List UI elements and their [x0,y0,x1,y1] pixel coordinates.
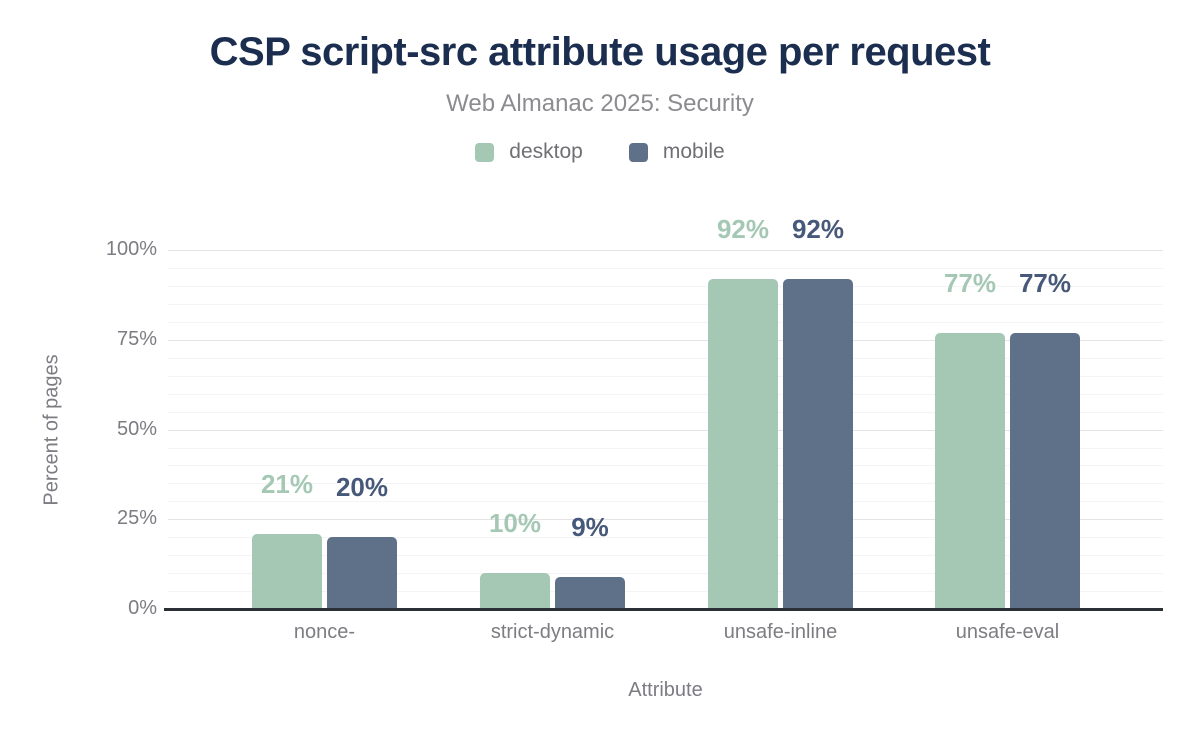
legend-swatch-mobile [628,142,648,162]
data-label-desktop-nonce-: 21% [260,469,314,499]
legend-item-mobile[interactable]: mobile [628,140,725,164]
minor-gridline [168,267,1163,269]
y-tick-label: 100% [105,238,157,260]
bar-mobile-nonce-[interactable] [327,537,397,609]
data-label-desktop-unsafe-inline: 92% [716,214,770,244]
bar-desktop-unsafe-inline[interactable] [708,279,778,609]
minor-gridline [168,591,1163,593]
plot-area: 21% 20% nonce- 10% 9% strict-dynamic 92% 92% uns… [164,214,1163,643]
legend: desktop mobile [0,140,1200,164]
minor-gridline [168,501,1163,503]
legend-label: mobile [662,140,725,163]
bar-mobile-strict-dynamic[interactable] [555,577,625,609]
minor-gridline [168,555,1163,557]
bar-group-nonce-: 21% 20% [252,250,397,609]
category-label-strict-dynamic: strict-dynamic [490,621,615,643]
bar-desktop-unsafe-eval[interactable] [935,333,1005,609]
minor-gridline [168,465,1163,467]
minor-gridline [168,303,1163,305]
category-label-nonce-: nonce- [293,621,356,643]
minor-gridline [168,447,1163,449]
bar-group-unsafe-inline: 92% 92% [708,214,853,609]
bar-desktop-nonce-[interactable] [252,534,322,609]
data-label-mobile-nonce-: 20% [335,472,389,502]
y-tick-label: 75% [116,327,157,350]
y-tick-label: 50% [116,417,157,440]
minor-gridline [168,483,1163,485]
category-label-unsafe-inline: unsafe-inline [723,621,838,643]
chart-title: CSP script-src attribute usage per reque… [209,30,991,74]
data-label-desktop-unsafe-eval: 77% [943,268,997,298]
legend-label: desktop [509,140,583,163]
bar-mobile-unsafe-inline[interactable] [783,279,853,609]
category-label-unsafe-eval: unsafe-eval [955,621,1060,643]
chart-subtitle: Web Almanac 2025: Security [446,90,754,117]
minor-gridline [168,393,1163,395]
minor-gridline [168,321,1163,323]
major-gridline [168,519,1163,521]
legend-swatch-desktop [475,142,495,162]
data-label-mobile-strict-dynamic: 9% [571,512,609,542]
legend-item-desktop[interactable]: desktop [475,140,583,164]
minor-gridline [168,537,1163,539]
x-axis-title: Attribute [628,679,703,701]
y-tick-label: 25% [116,507,157,530]
bar-desktop-strict-dynamic[interactable] [480,573,550,609]
y-tick-label: 0% [128,597,157,619]
data-label-mobile-unsafe-eval: 77% [1018,268,1072,298]
major-gridline [168,339,1163,341]
minor-gridline [168,411,1163,413]
bar-mobile-unsafe-eval[interactable] [1010,333,1080,609]
minor-gridline [168,375,1163,377]
minor-gridline [168,573,1163,575]
bar-group-unsafe-eval: 77% 77% [935,250,1080,609]
minor-gridline [168,357,1163,359]
major-gridline [168,429,1163,431]
bar-group-strict-dynamic: 10% 9% [480,250,625,609]
minor-gridline [168,285,1163,287]
data-label-desktop-strict-dynamic: 10% [488,508,542,538]
x-axis-line [164,608,1163,611]
data-label-mobile-unsafe-inline: 92% [791,214,845,244]
major-gridline [168,250,1163,251]
